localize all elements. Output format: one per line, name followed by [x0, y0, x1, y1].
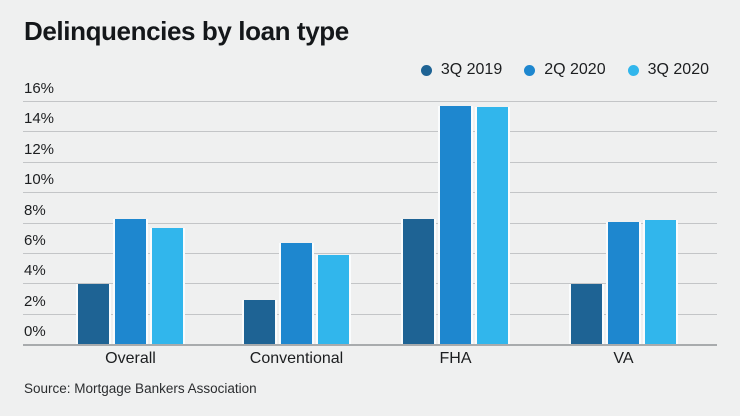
- y-tick-label: 10%: [24, 171, 55, 188]
- gridline: [23, 162, 717, 163]
- bar-3q-2020: [645, 220, 676, 344]
- gridline: [23, 223, 717, 224]
- x-category-label: Overall: [105, 350, 156, 367]
- gridline: [23, 314, 717, 315]
- legend-label: 3Q 2020: [647, 61, 709, 78]
- y-tick-label: 4%: [24, 262, 46, 279]
- bar-3q-2019: [403, 219, 434, 344]
- x-axis-labels: Overall Conventional FHA VA: [23, 350, 717, 370]
- bar-2q-2020: [115, 219, 146, 344]
- y-tick-label: 14%: [24, 110, 55, 127]
- legend-label: 2Q 2020: [544, 61, 606, 78]
- legend-dot-icon: [524, 64, 536, 76]
- bar-3q-2019: [78, 284, 109, 344]
- y-tick-label: 2%: [24, 293, 46, 310]
- y-tick-label: 8%: [24, 202, 46, 219]
- y-tick-label: 12%: [24, 141, 55, 158]
- legend-dot-icon: [627, 64, 639, 76]
- plot-area: 0% 2% 4% 6% 8% 10% 12% 14% 16%: [23, 80, 717, 346]
- legend-label: 3Q 2019: [440, 61, 503, 78]
- bar-2q-2020: [440, 106, 471, 344]
- gridline: [23, 131, 717, 132]
- y-tick-label: 0%: [24, 323, 46, 340]
- gridline: [23, 192, 717, 193]
- chart-title: Delinquencies by loan type: [24, 16, 349, 46]
- gridline: [23, 253, 717, 254]
- bar-2q-2020: [608, 222, 639, 344]
- gridline: [23, 283, 717, 284]
- x-category-label: VA: [613, 350, 634, 367]
- x-category-label: FHA: [439, 350, 472, 367]
- bar-3q-2019: [571, 284, 602, 344]
- y-tick-label: 16%: [24, 80, 55, 97]
- y-tick-label: 6%: [24, 232, 46, 249]
- legend-dot-icon: [420, 64, 432, 76]
- legend-item-3q-2019: 3Q 2019: [420, 61, 503, 79]
- legend-item-3q-2020: 3Q 2020: [627, 61, 709, 79]
- source-note: Source: Mortgage Bankers Association: [24, 381, 257, 396]
- legend-item-2q-2020: 2Q 2020: [524, 61, 606, 79]
- bar-3q-2020: [318, 255, 349, 344]
- bar-3q-2020: [152, 228, 183, 344]
- bar-3q-2019: [244, 300, 275, 344]
- bar-3q-2020: [477, 107, 508, 344]
- gridline: [23, 101, 717, 102]
- legend: 3Q 2019 2Q 2020 3Q 2020: [420, 61, 709, 79]
- x-category-label: Conventional: [249, 350, 344, 367]
- bar-2q-2020: [281, 243, 312, 344]
